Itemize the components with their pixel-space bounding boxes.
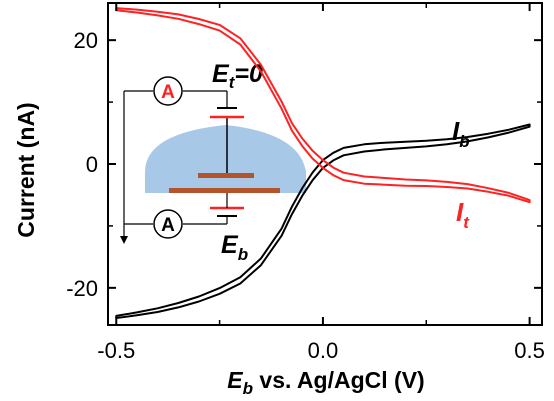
top-electrode-bar: [198, 173, 254, 178]
data-curves: [115, 7, 531, 319]
x-tick-label: 0.5: [514, 338, 545, 363]
ammeter-top-symbol: A: [161, 82, 175, 103]
substrate-electrode-bar: [169, 188, 280, 193]
series-line-ib: [115, 123, 531, 319]
y-tick-label: -20: [66, 276, 98, 301]
bottom-electrode-label: Eb: [221, 231, 248, 264]
droplet: [145, 125, 306, 193]
arrow-down-icon: [120, 236, 128, 244]
series-label-it: It: [456, 197, 470, 232]
axis-ticks: -0.5 0.0 0.5 -20 0 20: [66, 3, 545, 363]
x-tick-label: -0.5: [97, 338, 135, 363]
ammeter-bottom: [153, 209, 183, 239]
series-line-it: [115, 7, 531, 204]
y-axis-label: Current (nA): [13, 102, 39, 237]
top-electrode-label: Et=0: [212, 60, 263, 92]
inset-schematic: A A Et=0 Eb: [120, 60, 306, 264]
ammeter-bottom-symbol: A: [161, 215, 175, 236]
y-tick-label: 0: [86, 152, 98, 177]
series-label-ib: Ib: [452, 116, 470, 151]
x-axis-label: Eb vs. Ag/AgCl (V): [227, 367, 424, 398]
x-tick-label: 0.0: [308, 338, 339, 363]
y-tick-label: 20: [74, 28, 98, 53]
ammeter-top: [153, 76, 183, 106]
